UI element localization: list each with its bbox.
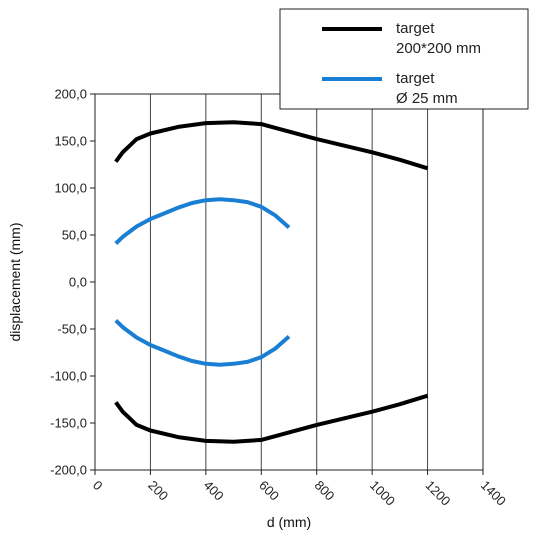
x-tick-label: 600 bbox=[256, 478, 282, 504]
legend-label-1: target bbox=[396, 20, 435, 37]
legend-label-2: target bbox=[396, 70, 435, 87]
series-line-1 bbox=[114, 120, 429, 171]
x-axis-ticks: 0 200 400 600 800 1000 1200 1400 bbox=[90, 470, 509, 509]
series-line-2 bbox=[114, 393, 429, 444]
legend-label-2: Ø 25 mm bbox=[396, 90, 458, 107]
x-tick-label: 200 bbox=[145, 478, 171, 504]
grid bbox=[94, 94, 484, 470]
x-tick-label: 0 bbox=[90, 478, 106, 494]
y-tick-label: 100,0 bbox=[54, 181, 87, 196]
y-tick-label: -50,0 bbox=[57, 322, 87, 337]
legend: target 200*200 mm target Ø 25 mm bbox=[279, 8, 529, 110]
legend-box bbox=[279, 8, 529, 110]
y-tick-label: 150,0 bbox=[54, 134, 87, 149]
y-axis-ticks: -200,0 -150,0 -100,0 -50,0 0,0 50,0 100,0 150,0… bbox=[50, 87, 95, 478]
y-tick-label: -100,0 bbox=[50, 369, 87, 384]
y-tick-label: 200,0 bbox=[54, 87, 87, 102]
x-tick-label: 1400 bbox=[478, 478, 509, 509]
series-group bbox=[114, 120, 429, 444]
legend-label-1: 200*200 mm bbox=[396, 40, 481, 57]
x-tick-label: 1000 bbox=[367, 478, 398, 509]
series-line-4 bbox=[114, 319, 291, 367]
plot-area-frame bbox=[94, 93, 484, 471]
x-tick-label: 400 bbox=[201, 478, 227, 504]
x-tick-label: 800 bbox=[312, 478, 338, 504]
series-line-3 bbox=[114, 197, 291, 245]
y-axis-title: displacement (mm) bbox=[7, 222, 23, 341]
y-tick-label: 0,0 bbox=[69, 275, 87, 290]
y-tick-label: -150,0 bbox=[50, 416, 87, 431]
x-axis-title: d (mm) bbox=[267, 514, 311, 530]
y-tick-label: -200,0 bbox=[50, 463, 87, 478]
x-tick-label: 1200 bbox=[422, 478, 453, 509]
y-tick-label: 50,0 bbox=[62, 228, 87, 243]
